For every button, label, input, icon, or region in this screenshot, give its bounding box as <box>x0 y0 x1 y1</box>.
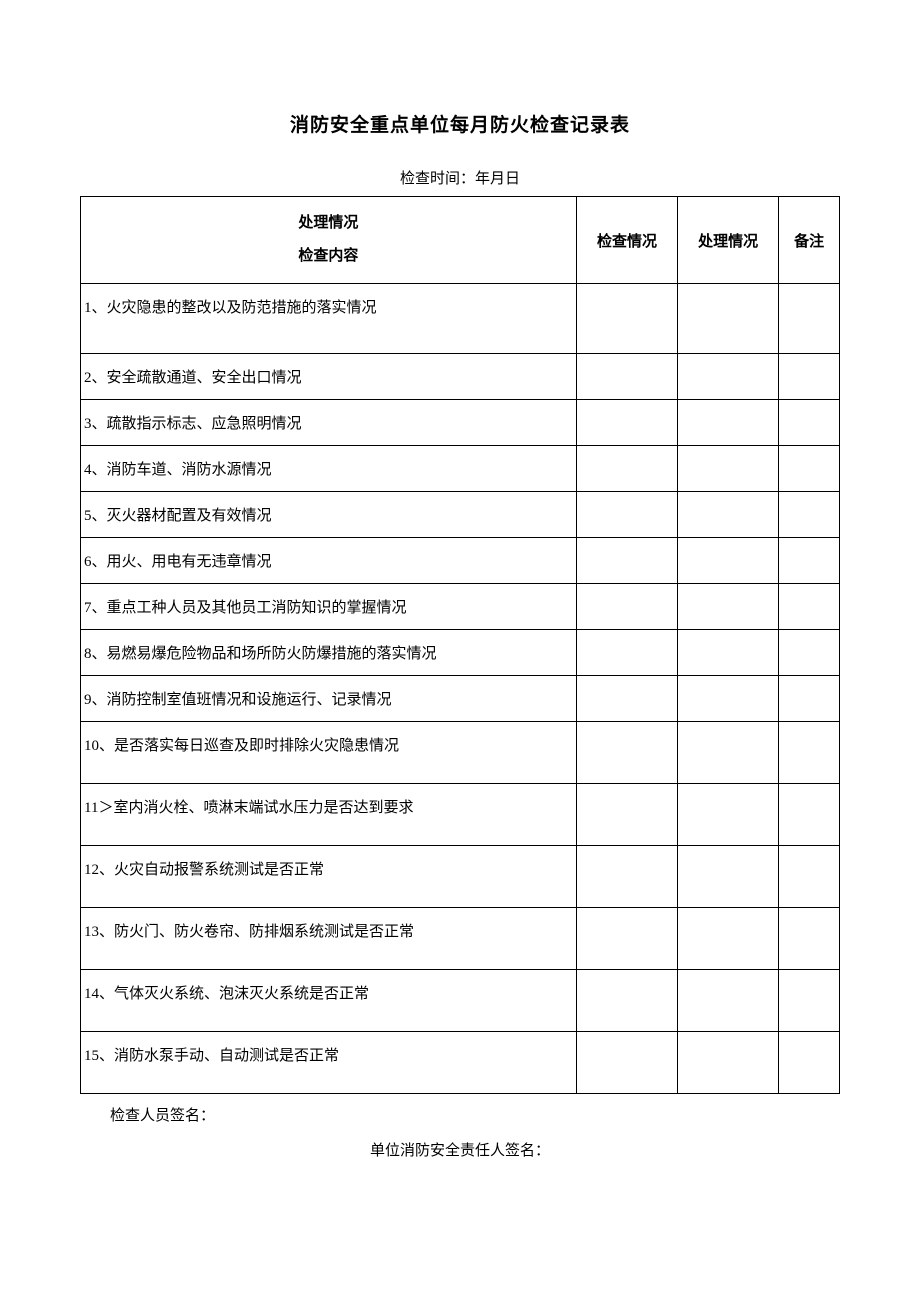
table-row: 1、火灾隐患的整改以及防范措施的落实情况 <box>81 284 840 354</box>
handle-cell <box>678 846 779 908</box>
note-cell <box>779 1032 840 1094</box>
item-content-cell: 14、气体灭火系统、泡沫灭火系统是否正常 <box>81 970 577 1032</box>
check-cell <box>576 354 677 400</box>
handle-cell <box>678 1032 779 1094</box>
check-cell <box>576 284 677 354</box>
header-note-cell: 备注 <box>779 197 840 284</box>
item-content-cell: 1、火灾隐患的整改以及防范措施的落实情况 <box>81 284 577 354</box>
table-row: 2、安全疏散通道、安全出口情况 <box>81 354 840 400</box>
note-cell <box>779 722 840 784</box>
handle-cell <box>678 722 779 784</box>
document-title: 消防安全重点单位每月防火检查记录表 <box>80 110 840 137</box>
table-header-row: 处理情况 检查内容 检查情况 处理情况 备注 <box>81 197 840 284</box>
table-row: 7、重点工种人员及其他员工消防知识的掌握情况 <box>81 584 840 630</box>
handle-cell <box>678 400 779 446</box>
table-row: 10、是否落实每日巡查及即时排除火灾隐患情况 <box>81 722 840 784</box>
check-cell <box>576 584 677 630</box>
check-cell <box>576 676 677 722</box>
table-row: 5、灭火器材配置及有效情况 <box>81 492 840 538</box>
item-content-cell: 13、防火门、防火卷帘、防排烟系统测试是否正常 <box>81 908 577 970</box>
header-check-cell: 检查情况 <box>576 197 677 284</box>
table-row: 6、用火、用电有无违章情况 <box>81 538 840 584</box>
check-cell <box>576 970 677 1032</box>
note-cell <box>779 492 840 538</box>
note-cell <box>779 846 840 908</box>
handle-cell <box>678 492 779 538</box>
check-cell <box>576 446 677 492</box>
table-row: 8、易燃易爆危险物品和场所防火防爆措施的落实情况 <box>81 630 840 676</box>
note-cell <box>779 400 840 446</box>
check-cell <box>576 1032 677 1094</box>
check-cell <box>576 400 677 446</box>
table-row: 12、火灾自动报警系统测试是否正常 <box>81 846 840 908</box>
note-cell <box>779 284 840 354</box>
table-row: 11＞室内消火栓、喷淋末端试水压力是否达到要求 <box>81 784 840 846</box>
table-row: 9、消防控制室值班情况和设施运行、记录情况 <box>81 676 840 722</box>
item-content-cell: 11＞室内消火栓、喷淋末端试水压力是否达到要求 <box>81 784 577 846</box>
header-main-line2: 检查内容 <box>86 240 571 273</box>
check-cell <box>576 722 677 784</box>
check-cell <box>576 630 677 676</box>
item-content-cell: 12、火灾自动报警系统测试是否正常 <box>81 846 577 908</box>
handle-cell <box>678 676 779 722</box>
check-cell <box>576 908 677 970</box>
item-content-cell: 9、消防控制室值班情况和设施运行、记录情况 <box>81 676 577 722</box>
note-cell <box>779 908 840 970</box>
check-cell <box>576 538 677 584</box>
note-cell <box>779 354 840 400</box>
item-content-cell: 10、是否落实每日巡查及即时排除火灾隐患情况 <box>81 722 577 784</box>
note-cell <box>779 676 840 722</box>
table-row: 13、防火门、防火卷帘、防排烟系统测试是否正常 <box>81 908 840 970</box>
item-content-cell: 7、重点工种人员及其他员工消防知识的掌握情况 <box>81 584 577 630</box>
item-content-cell: 4、消防车道、消防水源情况 <box>81 446 577 492</box>
handle-cell <box>678 538 779 584</box>
header-handle-cell: 处理情况 <box>678 197 779 284</box>
document-subtitle: 检查时间：年月日 <box>80 167 840 188</box>
handle-cell <box>678 354 779 400</box>
handle-cell <box>678 630 779 676</box>
footer-inspector-signature: 检查人员签名： <box>110 1104 840 1125</box>
note-cell <box>779 784 840 846</box>
table-row: 4、消防车道、消防水源情况 <box>81 446 840 492</box>
handle-cell <box>678 908 779 970</box>
item-content-cell: 8、易燃易爆危险物品和场所防火防爆措施的落实情况 <box>81 630 577 676</box>
note-cell <box>779 538 840 584</box>
note-cell <box>779 970 840 1032</box>
item-content-cell: 3、疏散指示标志、应急照明情况 <box>81 400 577 446</box>
item-content-cell: 5、灭火器材配置及有效情况 <box>81 492 577 538</box>
handle-cell <box>678 584 779 630</box>
check-cell <box>576 784 677 846</box>
check-cell <box>576 492 677 538</box>
item-content-cell: 15、消防水泵手动、自动测试是否正常 <box>81 1032 577 1094</box>
table-row: 3、疏散指示标志、应急照明情况 <box>81 400 840 446</box>
header-main-line1: 处理情况 <box>86 207 571 240</box>
handle-cell <box>678 284 779 354</box>
inspection-table: 处理情况 检查内容 检查情况 处理情况 备注 1、火灾隐患的整改以及防范措施的落… <box>80 196 840 1094</box>
handle-cell <box>678 970 779 1032</box>
handle-cell <box>678 446 779 492</box>
item-content-cell: 2、安全疏散通道、安全出口情况 <box>81 354 577 400</box>
item-content-cell: 6、用火、用电有无违章情况 <box>81 538 577 584</box>
note-cell <box>779 446 840 492</box>
note-cell <box>779 584 840 630</box>
check-cell <box>576 846 677 908</box>
handle-cell <box>678 784 779 846</box>
table-row: 14、气体灭火系统、泡沫灭火系统是否正常 <box>81 970 840 1032</box>
table-row: 15、消防水泵手动、自动测试是否正常 <box>81 1032 840 1094</box>
note-cell <box>779 630 840 676</box>
header-main-cell: 处理情况 检查内容 <box>81 197 577 284</box>
footer-responsible-signature: 单位消防安全责任人签名： <box>80 1139 840 1160</box>
